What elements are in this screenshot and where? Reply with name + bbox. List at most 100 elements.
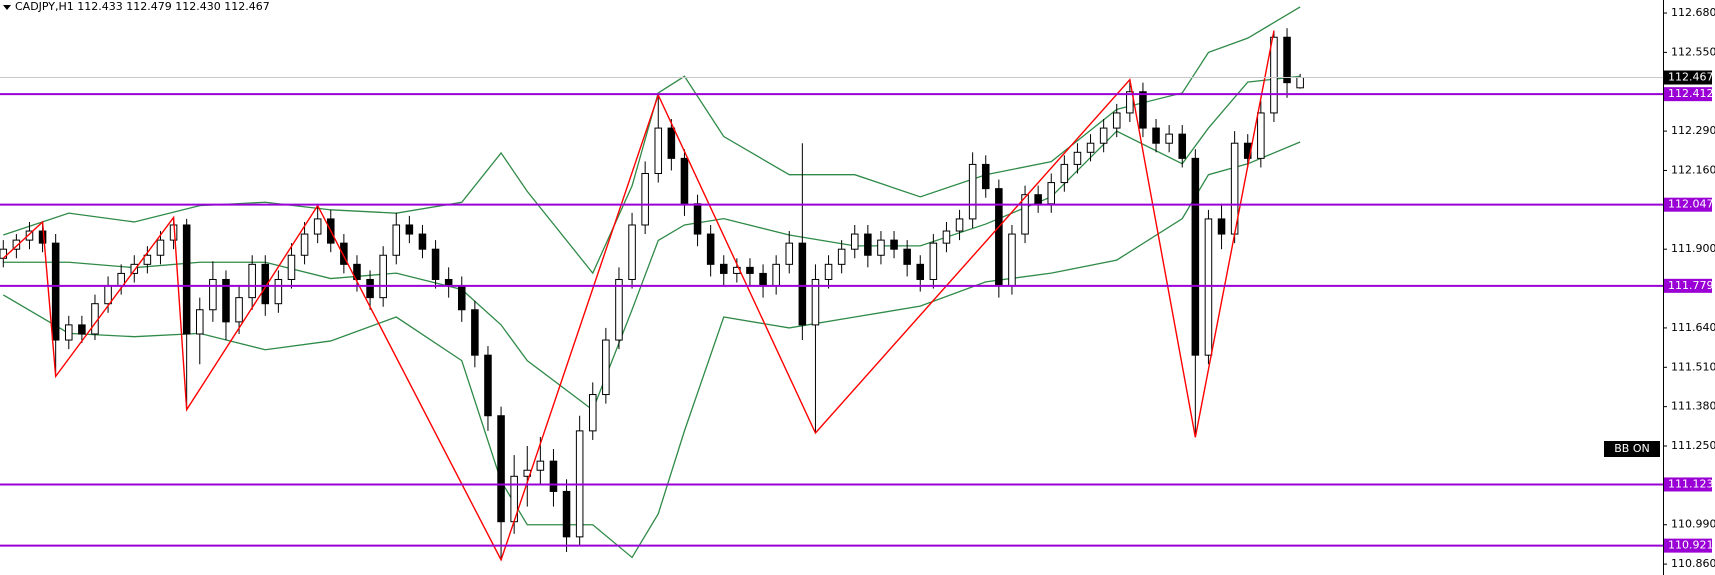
candle-body — [497, 415, 505, 523]
candle-body — [235, 297, 243, 323]
candle-body — [484, 354, 492, 417]
candle-body — [313, 218, 322, 235]
level-label-box — [1664, 197, 1712, 212]
level-label-box — [1664, 538, 1712, 553]
candle-body — [746, 266, 754, 274]
candle-body — [1034, 194, 1042, 205]
y-tick-label: 112.160 — [1671, 163, 1715, 176]
candle-body — [1257, 112, 1265, 159]
candle-body — [405, 224, 414, 235]
y-tick-label: 110.860 — [1671, 557, 1715, 570]
candle-body — [1047, 182, 1056, 205]
candle-body — [680, 157, 689, 205]
candle-body — [955, 218, 964, 232]
candle-body — [418, 233, 427, 250]
candle-body — [693, 203, 702, 235]
candle-body — [654, 127, 663, 174]
candle-body — [366, 278, 374, 299]
candle-body — [1139, 91, 1147, 129]
candle-body — [248, 263, 256, 299]
candle-body — [981, 163, 990, 190]
candle-body — [968, 163, 977, 220]
candle-body — [942, 230, 951, 244]
candle-body — [156, 239, 165, 256]
y-tick-label: 111.640 — [1671, 321, 1715, 334]
y-tick-label: 112.550 — [1671, 45, 1715, 58]
level-label: 111.123 — [1668, 477, 1714, 490]
candle-body — [1217, 218, 1226, 235]
level-label-box — [1664, 278, 1712, 293]
candle-body — [1086, 142, 1095, 153]
candle-body — [392, 224, 401, 256]
candle-body — [811, 278, 820, 326]
candle-body — [602, 339, 610, 396]
candle-body — [130, 263, 139, 274]
candle-body — [837, 248, 846, 265]
level-label-box — [1664, 477, 1712, 492]
candle-body — [38, 230, 47, 244]
level-label: 110.921 — [1668, 539, 1714, 552]
candle-body — [641, 172, 649, 226]
candle-body — [1060, 163, 1069, 184]
candle-body — [1270, 36, 1278, 114]
menu-arrow[interactable] — [3, 5, 11, 10]
level-label: 112.047 — [1668, 198, 1714, 211]
candle-body — [340, 242, 348, 265]
zigzag — [2, 30, 1275, 562]
annotation: BB ON — [1614, 442, 1649, 455]
candle-body — [12, 239, 21, 250]
candle-body — [562, 490, 571, 538]
candle-body — [864, 233, 872, 256]
candle-body — [1112, 112, 1121, 129]
chart-title: CADJPY,H1 112.433 112.479 112.430 112.46… — [15, 0, 270, 13]
candle-body — [182, 224, 191, 335]
level-label: 111.779 — [1668, 279, 1714, 292]
candle-body — [274, 278, 283, 305]
y-tick-label: 111.380 — [1671, 400, 1715, 413]
candle-body — [1021, 194, 1029, 235]
candle-body — [64, 324, 73, 341]
candle-body — [903, 248, 911, 265]
y-tick-label: 112.680 — [1671, 6, 1715, 19]
candle-body — [51, 242, 60, 341]
annotation-box — [1604, 441, 1660, 457]
candle-body — [444, 278, 453, 287]
candle-body — [431, 248, 440, 280]
y-tick-label: 110.990 — [1671, 518, 1715, 531]
candle-body — [353, 263, 361, 280]
candle-body — [25, 230, 34, 241]
y-tick-label: 111.900 — [1671, 242, 1715, 255]
candle-body — [929, 242, 938, 280]
candle-body — [549, 460, 558, 492]
y-tick-label: 112.290 — [1671, 124, 1715, 137]
candle-body — [91, 303, 99, 335]
candle-body — [536, 460, 545, 471]
candle-body — [457, 285, 466, 311]
candle-body — [209, 278, 217, 311]
candle-body — [1165, 133, 1173, 144]
candle-body — [824, 263, 833, 280]
candle-body — [1296, 77, 1304, 89]
candle-body — [379, 254, 387, 299]
current-price-box — [1664, 70, 1712, 85]
candle-body — [1152, 127, 1160, 144]
candle-body — [667, 127, 676, 159]
level-label-box — [1664, 87, 1712, 102]
candle-body — [1099, 127, 1108, 144]
candle-body — [261, 263, 270, 305]
candle-body — [104, 285, 112, 305]
y-tick-label: 111.510 — [1671, 360, 1715, 373]
candle-body — [772, 263, 780, 287]
candle-body — [195, 309, 204, 335]
candle-body — [1008, 233, 1016, 287]
candle-body — [78, 324, 86, 335]
candle-body — [1126, 91, 1134, 114]
candle-body — [916, 263, 925, 280]
candle-body — [615, 278, 623, 341]
candle-body — [719, 263, 728, 274]
candle-body — [1283, 36, 1291, 84]
candle-body — [300, 233, 309, 256]
